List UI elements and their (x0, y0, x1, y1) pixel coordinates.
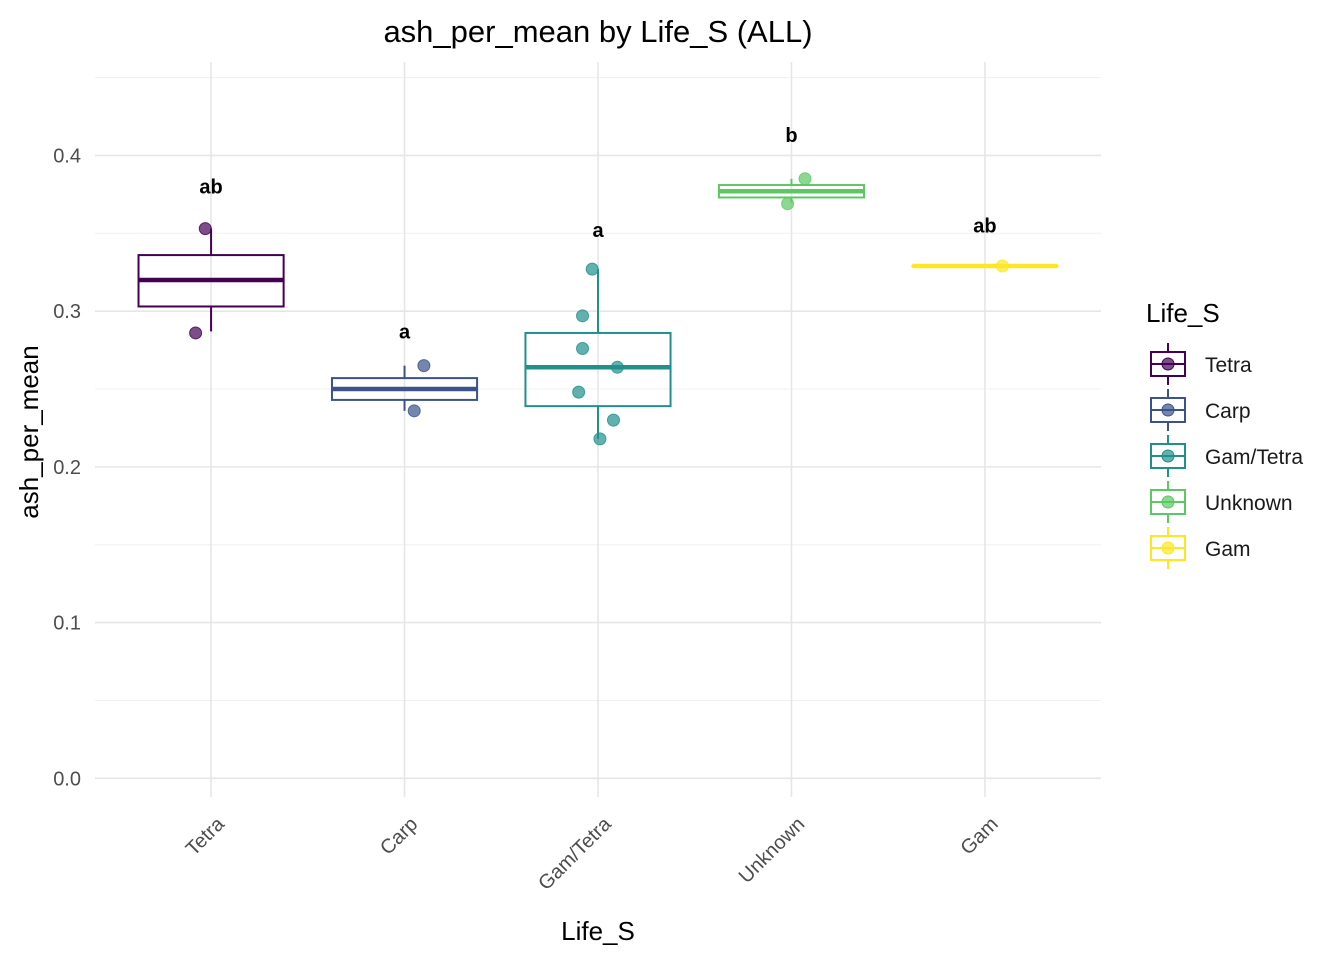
box-group (524, 262, 672, 446)
legend-key-point (1161, 449, 1175, 463)
y-tick-label: 0.4 (53, 145, 81, 167)
legend-label: Unknown (1205, 492, 1293, 515)
box-group (330, 359, 479, 418)
x-tick-label: Carp (376, 813, 422, 859)
data-point (189, 326, 203, 340)
x-tick-label: Gam/Tetra (534, 813, 616, 895)
data-point (995, 259, 1009, 273)
data-point (781, 197, 795, 211)
data-point (576, 309, 590, 323)
significance-letter: a (399, 321, 411, 343)
data-point (593, 432, 607, 446)
y-tick-label: 0.2 (53, 457, 81, 479)
legend-title: Life_S (1146, 298, 1220, 328)
x-axis-title: Life_S (561, 916, 635, 946)
data-point (407, 404, 421, 418)
legend-key-point (1161, 541, 1175, 555)
data-point (576, 342, 590, 356)
x-axis-tick-labels: Tetra Carp Gam/Tetra Unknown Gam (182, 813, 1003, 895)
significance-letter: b (785, 125, 797, 147)
box-iqr (524, 331, 672, 408)
legend-item: Unknown (1150, 481, 1293, 523)
box-group (717, 172, 866, 211)
chart-title: ash_per_mean by Life_S (ALL) (383, 14, 812, 49)
box-group (911, 259, 1059, 273)
legend-item: Tetra (1150, 343, 1252, 385)
legend-label: Gam (1205, 538, 1251, 561)
legend-label: Tetra (1205, 354, 1252, 377)
significance-letter: ab (199, 177, 222, 199)
legend: Life_S Tetra Carp Gam/Tetra Unknown Gam (1146, 298, 1303, 569)
y-axis-title: ash_per_mean (14, 345, 44, 518)
x-tick-label: Unknown (735, 813, 810, 888)
data-point (610, 360, 624, 374)
legend-item: Carp (1150, 389, 1251, 431)
legend-label: Carp (1205, 400, 1251, 423)
x-tick-label: Gam (956, 813, 1002, 859)
data-point (417, 359, 431, 373)
data-point (798, 172, 812, 186)
y-tick-label: 0.0 (53, 768, 81, 790)
data-point (606, 413, 620, 427)
y-tick-label: 0.1 (53, 613, 81, 635)
data-point (198, 222, 212, 236)
legend-key-point (1161, 495, 1175, 509)
box-group (137, 222, 285, 340)
y-tick-label: 0.3 (53, 301, 81, 323)
legend-label: Gam/Tetra (1205, 446, 1303, 469)
significance-letter: a (592, 220, 604, 242)
data-point (585, 262, 599, 276)
legend-key-point (1161, 357, 1175, 371)
legend-item: Gam/Tetra (1150, 435, 1303, 477)
significance-letter: ab (973, 216, 996, 238)
x-tick-label: Tetra (182, 813, 230, 861)
box-series (137, 172, 1059, 446)
y-axis-tick-labels: 0.0 0.1 0.2 0.3 0.4 (53, 145, 81, 790)
data-point (572, 385, 586, 399)
legend-item: Gam (1150, 527, 1251, 569)
legend-key-point (1161, 403, 1175, 417)
